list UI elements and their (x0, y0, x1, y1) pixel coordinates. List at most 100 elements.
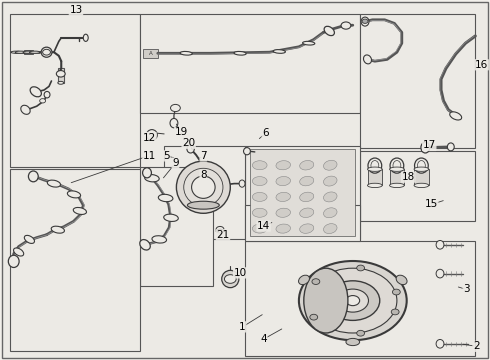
Ellipse shape (252, 192, 267, 202)
Text: 21: 21 (216, 230, 230, 240)
Bar (10, 169, 140, 351)
Ellipse shape (415, 158, 428, 173)
Ellipse shape (300, 224, 314, 233)
Ellipse shape (414, 167, 429, 171)
Ellipse shape (276, 224, 291, 233)
Ellipse shape (234, 51, 246, 55)
Ellipse shape (364, 55, 371, 64)
Ellipse shape (252, 224, 267, 233)
Ellipse shape (51, 226, 65, 233)
Ellipse shape (436, 269, 444, 278)
Ellipse shape (390, 158, 404, 173)
Ellipse shape (184, 168, 223, 206)
Circle shape (391, 309, 399, 315)
Ellipse shape (187, 145, 195, 153)
Bar (414, 169, 429, 185)
Circle shape (171, 104, 180, 112)
Ellipse shape (239, 180, 245, 187)
Text: 1: 1 (239, 322, 246, 332)
Ellipse shape (393, 161, 401, 171)
Text: 11: 11 (143, 150, 156, 161)
Bar (24, 50, 33, 54)
Ellipse shape (14, 248, 24, 256)
Bar (143, 49, 158, 58)
Circle shape (346, 296, 360, 306)
Bar (164, 146, 245, 239)
Ellipse shape (300, 176, 314, 186)
Bar (245, 146, 360, 239)
Ellipse shape (252, 161, 267, 170)
Circle shape (216, 226, 224, 232)
Ellipse shape (390, 183, 404, 188)
Ellipse shape (41, 47, 52, 57)
Ellipse shape (30, 87, 41, 97)
Text: 14: 14 (257, 221, 270, 231)
Circle shape (309, 268, 397, 333)
Ellipse shape (417, 161, 425, 171)
Ellipse shape (164, 214, 178, 221)
Ellipse shape (83, 34, 88, 41)
Ellipse shape (170, 118, 178, 128)
Text: 19: 19 (174, 127, 188, 138)
Ellipse shape (29, 51, 40, 53)
Bar (245, 241, 475, 356)
Circle shape (357, 330, 365, 336)
Ellipse shape (276, 192, 291, 202)
Ellipse shape (15, 51, 26, 53)
Circle shape (337, 289, 368, 312)
Circle shape (357, 265, 365, 271)
Ellipse shape (73, 207, 87, 215)
Ellipse shape (414, 183, 429, 188)
Text: 2: 2 (473, 341, 480, 351)
Bar (140, 14, 360, 113)
Bar (250, 149, 355, 236)
Ellipse shape (371, 161, 379, 171)
Text: 5: 5 (163, 151, 170, 161)
Ellipse shape (368, 158, 382, 173)
Ellipse shape (300, 208, 314, 217)
Bar (10, 14, 140, 167)
Text: 10: 10 (234, 268, 246, 278)
Text: 4: 4 (260, 334, 267, 344)
Ellipse shape (11, 51, 22, 53)
Circle shape (326, 281, 380, 320)
Ellipse shape (21, 105, 30, 114)
Ellipse shape (221, 270, 239, 288)
Ellipse shape (24, 235, 34, 243)
Ellipse shape (361, 17, 369, 26)
Ellipse shape (436, 240, 444, 249)
Ellipse shape (368, 167, 382, 171)
Ellipse shape (252, 208, 267, 217)
Bar (245, 205, 360, 241)
Ellipse shape (244, 148, 250, 155)
Ellipse shape (323, 208, 337, 218)
Bar (360, 14, 475, 148)
Circle shape (312, 279, 320, 284)
Ellipse shape (324, 26, 334, 36)
Circle shape (362, 19, 368, 23)
Ellipse shape (300, 161, 314, 170)
Ellipse shape (143, 168, 151, 178)
Text: 18: 18 (401, 172, 415, 182)
Ellipse shape (323, 224, 337, 234)
Bar (140, 167, 213, 286)
Text: 15: 15 (424, 199, 438, 210)
Ellipse shape (390, 167, 404, 171)
Ellipse shape (323, 160, 337, 170)
Ellipse shape (187, 201, 220, 209)
Ellipse shape (145, 175, 159, 182)
Ellipse shape (158, 194, 173, 202)
Ellipse shape (421, 142, 430, 153)
Ellipse shape (147, 130, 157, 140)
Ellipse shape (303, 41, 315, 45)
Text: 12: 12 (143, 132, 156, 143)
Text: 16: 16 (475, 60, 489, 70)
Ellipse shape (276, 161, 291, 170)
Ellipse shape (23, 51, 34, 53)
Text: 7: 7 (200, 151, 207, 161)
Ellipse shape (368, 183, 382, 188)
Text: 20: 20 (182, 138, 195, 148)
Ellipse shape (436, 339, 444, 348)
Text: 17: 17 (422, 140, 436, 150)
Circle shape (224, 275, 236, 283)
